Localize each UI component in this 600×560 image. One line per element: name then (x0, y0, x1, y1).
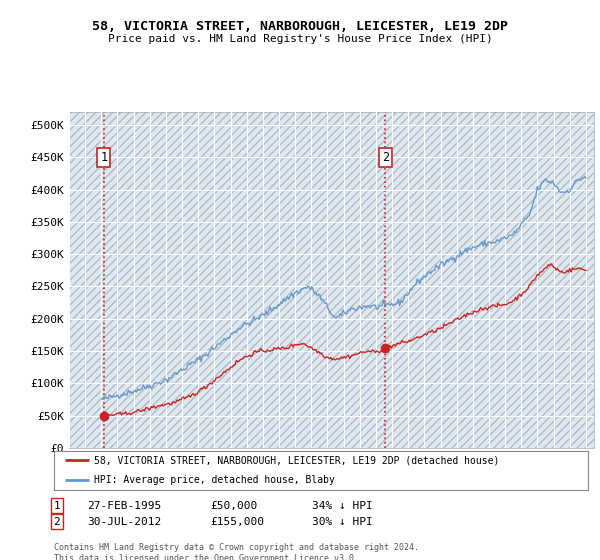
Text: 30-JUL-2012: 30-JUL-2012 (87, 517, 161, 527)
Text: 27-FEB-1995: 27-FEB-1995 (87, 501, 161, 511)
Text: £155,000: £155,000 (210, 517, 264, 527)
Text: 1: 1 (53, 501, 61, 511)
Text: 30% ↓ HPI: 30% ↓ HPI (312, 517, 373, 527)
Text: 58, VICTORIA STREET, NARBOROUGH, LEICESTER, LE19 2DP: 58, VICTORIA STREET, NARBOROUGH, LEICEST… (92, 20, 508, 32)
Text: 2: 2 (53, 517, 61, 527)
Text: HPI: Average price, detached house, Blaby: HPI: Average price, detached house, Blab… (94, 475, 335, 485)
Text: 1: 1 (100, 151, 107, 164)
Text: 34% ↓ HPI: 34% ↓ HPI (312, 501, 373, 511)
Text: £50,000: £50,000 (210, 501, 257, 511)
Text: 58, VICTORIA STREET, NARBOROUGH, LEICESTER, LE19 2DP (detached house): 58, VICTORIA STREET, NARBOROUGH, LEICEST… (94, 455, 499, 465)
Text: Contains HM Land Registry data © Crown copyright and database right 2024.
This d: Contains HM Land Registry data © Crown c… (54, 543, 419, 560)
Text: 2: 2 (382, 151, 389, 164)
Text: Price paid vs. HM Land Registry's House Price Index (HPI): Price paid vs. HM Land Registry's House … (107, 34, 493, 44)
